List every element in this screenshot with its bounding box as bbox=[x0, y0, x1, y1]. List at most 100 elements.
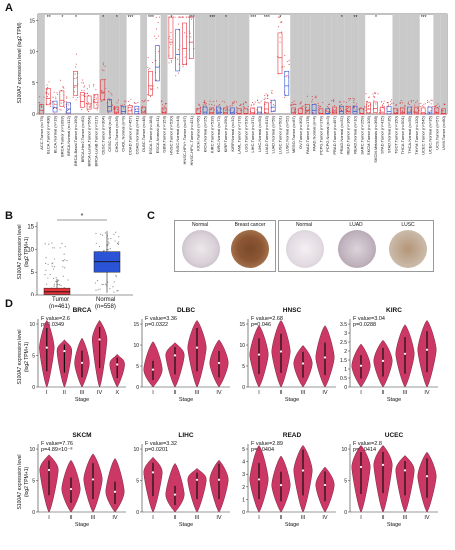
panel-d-fvalue: F value=3.04 bbox=[353, 316, 385, 322]
panel-a-category-label: UCS.Tumor (n=57) bbox=[434, 115, 439, 149]
panel-a-point bbox=[177, 72, 180, 74]
panel-d-median bbox=[173, 493, 177, 496]
panel-d-median bbox=[403, 469, 407, 472]
panel-b-ytick-label: 10 bbox=[27, 247, 34, 253]
panel-a-point bbox=[174, 16, 176, 18]
panel-a-box bbox=[250, 107, 256, 115]
panel-d-letter: D bbox=[5, 298, 13, 310]
panel-d-title: UCEC bbox=[385, 432, 404, 439]
panel-b-point bbox=[52, 247, 54, 249]
panel-b-point bbox=[112, 286, 114, 288]
panel-a-point bbox=[328, 107, 330, 109]
panel-a-point bbox=[256, 109, 258, 111]
panel-a-point bbox=[128, 107, 130, 109]
panel-a-point bbox=[74, 66, 77, 68]
panel-d-xtick-label: III bbox=[195, 515, 200, 521]
panel-d-xtick-label: IV bbox=[424, 515, 430, 521]
panel-a-point bbox=[39, 96, 41, 98]
panel-b-point bbox=[107, 244, 109, 246]
panel-b-point bbox=[96, 279, 99, 282]
panel-a-point bbox=[435, 110, 437, 112]
panel-a-point bbox=[198, 103, 200, 105]
panel-d-median bbox=[323, 483, 327, 487]
panel-a-point bbox=[110, 92, 112, 94]
panel-b-box bbox=[43, 287, 71, 295]
panel-a-point bbox=[116, 109, 118, 111]
panel-a-point bbox=[322, 101, 324, 103]
panel-d-median bbox=[151, 471, 155, 474]
panel-a-point bbox=[50, 102, 52, 104]
panel-a-point bbox=[416, 112, 418, 114]
panel-a-point bbox=[95, 97, 97, 99]
panel-a-point bbox=[93, 100, 96, 102]
panel-d-ytick-label: 5 bbox=[136, 364, 139, 370]
panel-a-point bbox=[96, 104, 98, 106]
panel-a-point bbox=[46, 95, 48, 98]
panel-a-point bbox=[65, 101, 67, 103]
panel-a-band bbox=[140, 14, 148, 114]
panel-a-point bbox=[151, 88, 153, 90]
panel-d-xtick-label: IV bbox=[216, 390, 222, 396]
panel-a-point bbox=[109, 100, 111, 102]
panel-a-band bbox=[201, 14, 209, 114]
panel-a-point bbox=[383, 100, 385, 102]
panel-d-xlabel: Stage bbox=[285, 522, 299, 528]
panel-a-point bbox=[84, 85, 86, 87]
panel-a-point bbox=[48, 81, 50, 83]
panel-a-category-label: LUSC.Normal (n=52) bbox=[284, 115, 289, 153]
panel-a-point bbox=[428, 101, 430, 103]
panel-a-point bbox=[326, 110, 328, 112]
panel-a-category-label: SARC.Tumor (n=259) bbox=[359, 115, 364, 154]
panel-a-point bbox=[391, 102, 393, 104]
panel-a-box bbox=[264, 102, 269, 114]
panel-d-median bbox=[279, 484, 283, 487]
panel-a-point bbox=[368, 105, 370, 107]
panel-a-point bbox=[84, 93, 86, 95]
panel-a-box bbox=[441, 108, 446, 115]
panel-a-band bbox=[358, 14, 366, 114]
panel-a-point bbox=[216, 100, 218, 102]
panel-a-category-label: COAD.Tumor (n=457) bbox=[128, 115, 133, 155]
panel-a-point bbox=[293, 109, 295, 111]
panel-d-median bbox=[69, 487, 73, 491]
panel-a-category-label: TGCT.Tumor (n=150) bbox=[393, 115, 398, 154]
panel-d-xtick-label: II bbox=[69, 515, 73, 521]
panel-d-median bbox=[113, 490, 117, 493]
panel-a-point bbox=[333, 100, 335, 102]
panel-d-ytick-label: 3 bbox=[242, 472, 245, 478]
panel-a-point bbox=[150, 89, 152, 91]
panel-a-point bbox=[158, 50, 160, 52]
panel-a-box bbox=[338, 105, 344, 115]
panel-a-point bbox=[119, 113, 122, 115]
panel-a-band bbox=[290, 14, 298, 114]
panel-a-band bbox=[433, 14, 441, 114]
panel-a-point bbox=[338, 101, 340, 103]
panel-a-point bbox=[102, 62, 104, 64]
panel-a-point bbox=[257, 102, 259, 104]
panel-a-point bbox=[267, 97, 269, 100]
panel-a-point bbox=[75, 63, 77, 65]
panel-a-point bbox=[203, 105, 205, 107]
panel-b-point bbox=[118, 236, 120, 238]
panel-a-point bbox=[395, 112, 397, 114]
panel-a-point bbox=[204, 104, 206, 106]
panel-d-ytick-label: 0 bbox=[32, 385, 35, 391]
panel-d-xlabel: Stage bbox=[387, 522, 401, 528]
panel-d-fvalue: F value=2.6 bbox=[41, 316, 70, 322]
panel-a-band bbox=[337, 14, 345, 114]
panel-a-category-label: PAAD.Tumor (n=178) bbox=[305, 115, 310, 154]
panel-a-point bbox=[319, 112, 321, 114]
panel-b-point bbox=[95, 232, 97, 234]
panel-a-point bbox=[395, 104, 397, 106]
panel-a-band bbox=[208, 14, 216, 114]
panel-a-point bbox=[287, 60, 289, 63]
panel-a-ytick-label: 5 bbox=[32, 81, 35, 87]
panel-a-point bbox=[283, 66, 285, 68]
panel-a-point bbox=[95, 99, 97, 101]
panel-d-xlabel: Stage bbox=[387, 397, 401, 403]
panel-d-ytick-label: 3 bbox=[344, 331, 347, 337]
panel-b-point bbox=[45, 269, 47, 272]
panel-a-point bbox=[348, 106, 350, 109]
